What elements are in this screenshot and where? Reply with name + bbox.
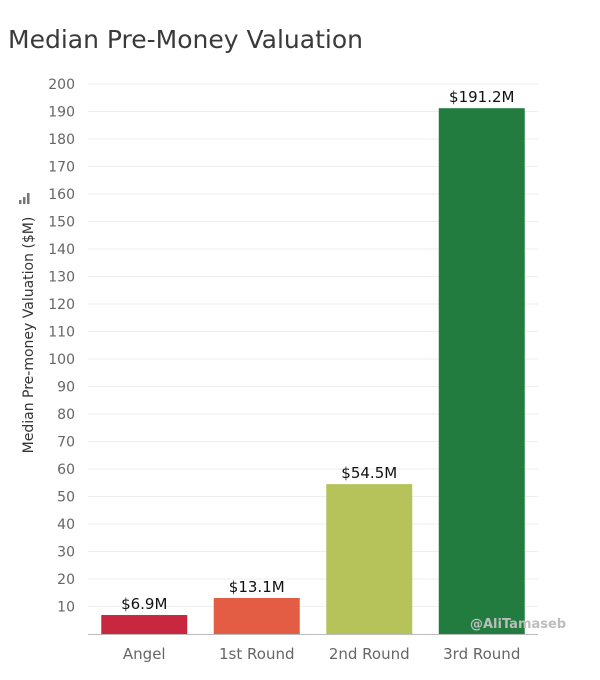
- y-tick-label: 50: [57, 490, 75, 506]
- y-tick-label: 60: [57, 462, 75, 478]
- y-tick-label: 170: [48, 160, 75, 176]
- chart-title: Median Pre-Money Valuation: [8, 24, 363, 54]
- y-axis-title: Median Pre-money Valuation ($M): [21, 217, 37, 454]
- bar-1st-round[interactable]: [213, 597, 300, 634]
- bar-2nd-round[interactable]: [326, 484, 413, 634]
- y-tick-label: 20: [57, 572, 75, 588]
- y-tick-label: 110: [48, 325, 75, 341]
- y-tick-label: 190: [48, 105, 75, 121]
- data-labels: $6.9M $13.1M $54.5M $191.2M: [121, 88, 514, 613]
- y-tick-label: 40: [57, 517, 75, 533]
- y-axis-title-group: Median Pre-money Valuation ($M): [21, 217, 37, 454]
- x-tick-label: 3rd Round: [443, 645, 520, 663]
- data-label: $13.1M: [229, 578, 285, 596]
- y-tick-label: 140: [48, 242, 75, 258]
- bar-chart-icon[interactable]: [19, 193, 30, 204]
- data-label: $54.5M: [341, 464, 397, 482]
- y-tick-label: 200: [48, 77, 75, 93]
- x-tick-label: Angel: [123, 645, 166, 663]
- y-tick-label: 30: [57, 545, 75, 561]
- y-tick-label: 100: [48, 352, 75, 368]
- y-tick-label: 150: [48, 215, 75, 231]
- y-axis-ticks: 10 20 30 40 50 60 70 80 90 100 110 120 130 140 150 160 1…: [48, 77, 75, 616]
- bar-angel[interactable]: [101, 615, 188, 634]
- x-tick-label: 1st Round: [219, 645, 294, 663]
- watermark: @AliTamaseb: [470, 617, 566, 632]
- y-tick-label: 90: [57, 380, 75, 396]
- x-axis-ticks: Angel 1st Round 2nd Round 3rd Round: [123, 645, 520, 663]
- y-tick-label: 130: [48, 270, 75, 286]
- y-tick-label: 160: [48, 187, 75, 203]
- y-tick-label: 80: [57, 407, 75, 423]
- y-tick-label: 120: [48, 297, 75, 313]
- x-tick-label: 2nd Round: [329, 645, 410, 663]
- data-label: $191.2M: [449, 88, 514, 106]
- data-label: $6.9M: [121, 595, 167, 613]
- y-tick-label: 70: [57, 435, 75, 451]
- bar-3rd-round[interactable]: [438, 108, 525, 634]
- y-tick-label: 180: [48, 132, 75, 148]
- bars: [101, 108, 525, 634]
- y-tick-label: 10: [57, 600, 75, 616]
